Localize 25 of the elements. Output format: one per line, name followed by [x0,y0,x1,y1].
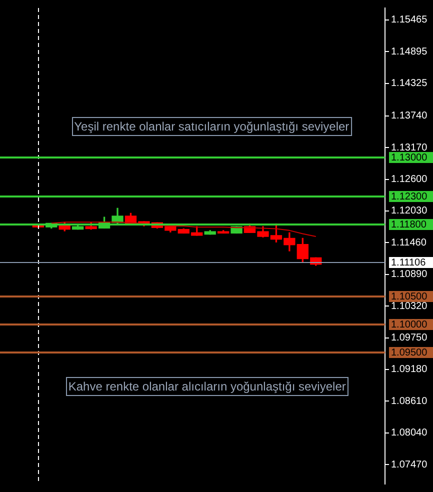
ref-line-label: 1.10000 [391,319,428,330]
y-tick-label: 1.07470 [391,459,428,470]
y-tick-label: 1.12030 [391,206,428,217]
ref-line-label: 1.12300 [391,191,428,202]
y-tick-label: 1.13170 [391,142,428,154]
y-tick-label: 1.08040 [391,428,428,439]
ref-line-label: 1.10500 [391,291,428,302]
y-tick-label: 1.10890 [391,269,428,280]
y-tick-label: 1.12600 [391,174,428,186]
y-tick-label: 1.09180 [391,364,428,376]
annotation: Yeşil renkte olanlar satıcıların yoğunlaştığı seviyeler [74,119,350,134]
ref-line-label: 1.11106 [391,257,426,268]
y-tick-label: 1.15465 [391,14,428,26]
ref-line-label: 1.11800 [391,219,427,230]
ref-line-label: 1.09500 [391,347,428,358]
candlestick [217,230,230,234]
y-tick-label: 1.14325 [391,78,428,90]
ref-line-label: 1.13000 [391,152,428,164]
annotation: Kahve renkte olanlar alıcıların yoğunlaştığı seviyeler [68,380,346,394]
y-tick-label: 1.11460 [391,237,427,248]
y-tick-label: 1.14895 [391,46,428,58]
y-tick-label: 1.08610 [391,396,428,407]
y-tick-label: 1.13740 [391,110,428,122]
y-tick-label: 1.09750 [391,332,428,344]
y-tick-label: 1.10320 [391,300,428,312]
